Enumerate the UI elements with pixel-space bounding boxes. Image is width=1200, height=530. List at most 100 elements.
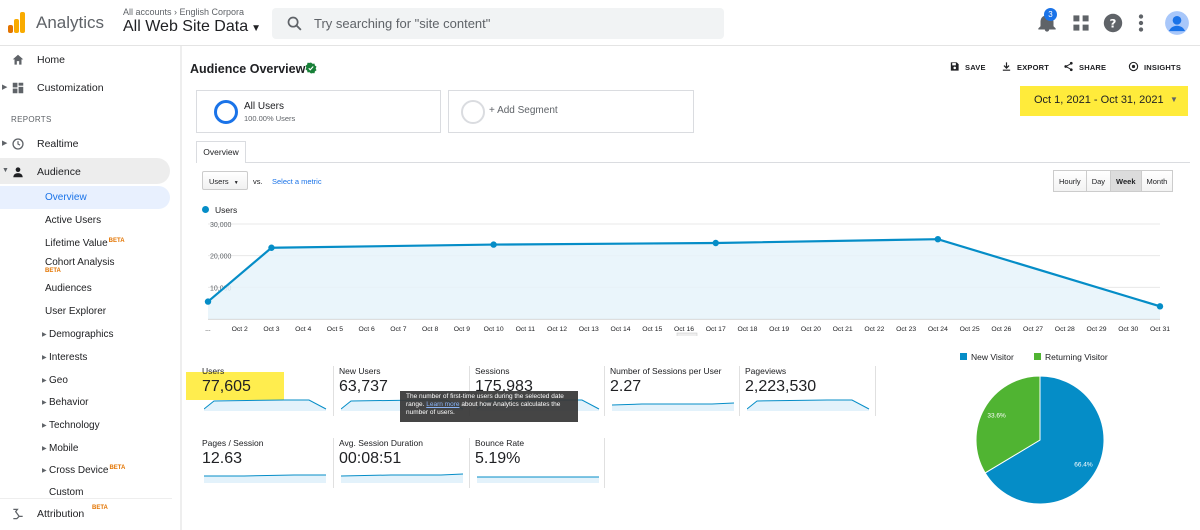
sidebar-item-lifetime-value[interactable]: Lifetime ValueBETA bbox=[45, 238, 125, 249]
users-series-line bbox=[207, 238, 1161, 308]
users-data-point[interactable] bbox=[712, 239, 719, 247]
metric-bounce-rate[interactable]: Bounce Rate 5.19% bbox=[475, 438, 601, 498]
metric-divider bbox=[604, 438, 605, 488]
tab-divider bbox=[196, 162, 1190, 163]
pie-slice-new-visitor[interactable] bbox=[984, 375, 1105, 505]
metric-sessions-per-user[interactable]: Number of Sessions per User 2.27 bbox=[610, 366, 736, 426]
caret-down-icon: ▼ bbox=[233, 180, 239, 186]
overview-selected-bg bbox=[0, 186, 170, 209]
sidebar-item-mobile[interactable]: ▶ Mobile bbox=[42, 443, 79, 454]
x-tick-label: Oct 16 bbox=[674, 326, 694, 333]
legend-swatch bbox=[1034, 353, 1041, 360]
beta-badge: BETA bbox=[92, 505, 108, 511]
date-range-picker[interactable]: Oct 1, 2021 - Oct 31, 2021 ▼ bbox=[1020, 86, 1188, 116]
x-tick-label: Oct 14 bbox=[611, 326, 631, 333]
x-tick-label: Oct 25 bbox=[960, 326, 980, 333]
users-data-point[interactable] bbox=[490, 241, 497, 248]
share-button[interactable]: SHARE bbox=[1064, 61, 1106, 72]
metric-avg-session-duration[interactable]: Avg. Session Duration 00:08:51 bbox=[339, 438, 465, 498]
metric-users[interactable]: Users 77,605 bbox=[202, 366, 328, 426]
sidebar-item-interests[interactable]: ▶ Interests bbox=[42, 352, 88, 363]
sidebar-item-audience[interactable]: ▼ Audience bbox=[2, 166, 81, 178]
x-tick-label: Oct 22 bbox=[864, 326, 884, 333]
sidebar-item-cohort-analysis[interactable]: Cohort Analysis BETA bbox=[45, 257, 115, 274]
sidebar-item-attribution[interactable]: Attribution BETA bbox=[0, 498, 172, 528]
save-button[interactable]: SAVE bbox=[950, 62, 986, 72]
metric-divider bbox=[333, 366, 334, 416]
period-hourly[interactable]: Hourly bbox=[1054, 171, 1087, 191]
vs-label: vs. bbox=[253, 177, 263, 186]
sidebar-item-cross-device[interactable]: ▶ Cross DeviceBETA bbox=[42, 465, 126, 476]
users-data-point[interactable] bbox=[934, 236, 942, 243]
clock-icon bbox=[12, 138, 24, 150]
expand-arrow-icon: ▶ bbox=[42, 400, 47, 406]
users-data-point[interactable] bbox=[268, 244, 275, 251]
x-tick-label: Oct 18 bbox=[737, 326, 757, 333]
metric-divider bbox=[333, 438, 334, 488]
page-title: Audience Overview bbox=[190, 62, 306, 76]
sidebar-item-geo[interactable]: ▶ Geo bbox=[42, 375, 68, 386]
period-day[interactable]: Day bbox=[1086, 171, 1112, 191]
x-tick-label: Oct 30 bbox=[1118, 326, 1138, 333]
x-tick-label: Oct 28 bbox=[1055, 326, 1075, 333]
add-segment-button[interactable]: + Add Segment bbox=[448, 90, 694, 133]
x-tick-label: ... bbox=[205, 326, 211, 333]
export-button[interactable]: EXPORT bbox=[1002, 62, 1049, 72]
sidebar-item-user-explorer[interactable]: User Explorer bbox=[45, 306, 107, 317]
sidebar-item-demographics[interactable]: ▶ Demographics bbox=[42, 329, 114, 340]
tab-overview[interactable]: Overview bbox=[196, 141, 246, 163]
y-tick-label: 30,000 bbox=[210, 222, 232, 229]
users-data-point[interactable] bbox=[204, 298, 212, 305]
apps-button[interactable] bbox=[1068, 10, 1094, 36]
sidebar-item-realtime[interactable]: ▶ Realtime bbox=[2, 138, 79, 150]
select-metric-link[interactable]: Select a metric bbox=[272, 177, 322, 186]
insights-icon bbox=[1128, 61, 1139, 72]
sidebar-item-customization[interactable]: ▶ Customization bbox=[2, 82, 104, 94]
main-content: Audience Overview SAVE EXPORT SHARE INSI… bbox=[182, 46, 1200, 530]
sidebar-item-overview[interactable]: Overview bbox=[45, 192, 87, 203]
sidebar-item-custom[interactable]: ▶Custom bbox=[49, 487, 84, 495]
home-icon bbox=[12, 54, 24, 65]
x-tick-label: Oct 15 bbox=[642, 326, 662, 333]
chart-legend: Users bbox=[202, 205, 237, 215]
x-tick-label: Oct 19 bbox=[769, 326, 789, 333]
sidebar-item-home[interactable]: Home bbox=[0, 48, 172, 72]
dashboard-icon bbox=[12, 82, 24, 94]
sidebar-item-active-users[interactable]: Active Users bbox=[45, 215, 102, 226]
users-data-point[interactable] bbox=[1156, 303, 1164, 310]
pie-slice-returning-visitor[interactable] bbox=[975, 375, 1041, 474]
segment-all-users[interactable]: All Users 100.00% Users bbox=[196, 90, 441, 133]
period-week[interactable]: Week bbox=[1111, 171, 1142, 191]
sidebar-item-technology[interactable]: ▶ Technology bbox=[42, 420, 100, 431]
sidebar-scrollbar[interactable] bbox=[180, 46, 182, 530]
analytics-logo[interactable] bbox=[8, 11, 26, 33]
chart-resize-handle[interactable] bbox=[676, 332, 698, 336]
verified-check-icon bbox=[305, 62, 317, 74]
notifications-button[interactable]: 3 bbox=[1034, 8, 1060, 36]
expand-arrow-icon: ▶ bbox=[2, 140, 8, 147]
search-box[interactable] bbox=[272, 8, 724, 39]
insights-button[interactable]: INSIGHTS bbox=[1128, 61, 1181, 72]
beta-badge: BETA bbox=[108, 238, 125, 244]
x-tick-label: Oct 7 bbox=[390, 326, 406, 333]
users-area bbox=[208, 239, 1160, 319]
help-button[interactable]: ? bbox=[1100, 10, 1126, 36]
period-toggle: Hourly Day Week Month bbox=[1053, 170, 1174, 192]
sidebar-item-audiences[interactable]: Audiences bbox=[45, 283, 92, 294]
more-options-button[interactable] bbox=[1128, 10, 1154, 36]
sidebar-item-behavior[interactable]: ▶ Behavior bbox=[42, 397, 89, 408]
learn-more-link[interactable]: Learn more bbox=[426, 401, 460, 408]
x-tick-label: Oct 8 bbox=[422, 326, 438, 333]
account-avatar[interactable] bbox=[1164, 10, 1190, 36]
metric-pageviews[interactable]: Pageviews 2,223,530 bbox=[745, 366, 871, 426]
visitor-pie-chart[interactable]: 66.4% 33.6% bbox=[974, 374, 1106, 506]
metric-pages-per-session[interactable]: Pages / Session 12.63 bbox=[202, 438, 328, 498]
period-month[interactable]: Month bbox=[1141, 171, 1173, 191]
x-tick-label: Oct 31 bbox=[1150, 326, 1170, 333]
account-selector[interactable]: All accounts › English Corpora All Web S… bbox=[123, 7, 261, 36]
metric-select[interactable]: Users ▼ bbox=[202, 171, 248, 190]
users-line-chart[interactable]: 10,000 20,000 30,000... Oct 2 Oct 3 Oct 4 Oct … bbox=[182, 216, 1182, 336]
x-tick-label: Oct 11 bbox=[516, 326, 536, 333]
segment-percent: 100.00% Users bbox=[244, 114, 296, 123]
search-input[interactable] bbox=[314, 13, 704, 34]
